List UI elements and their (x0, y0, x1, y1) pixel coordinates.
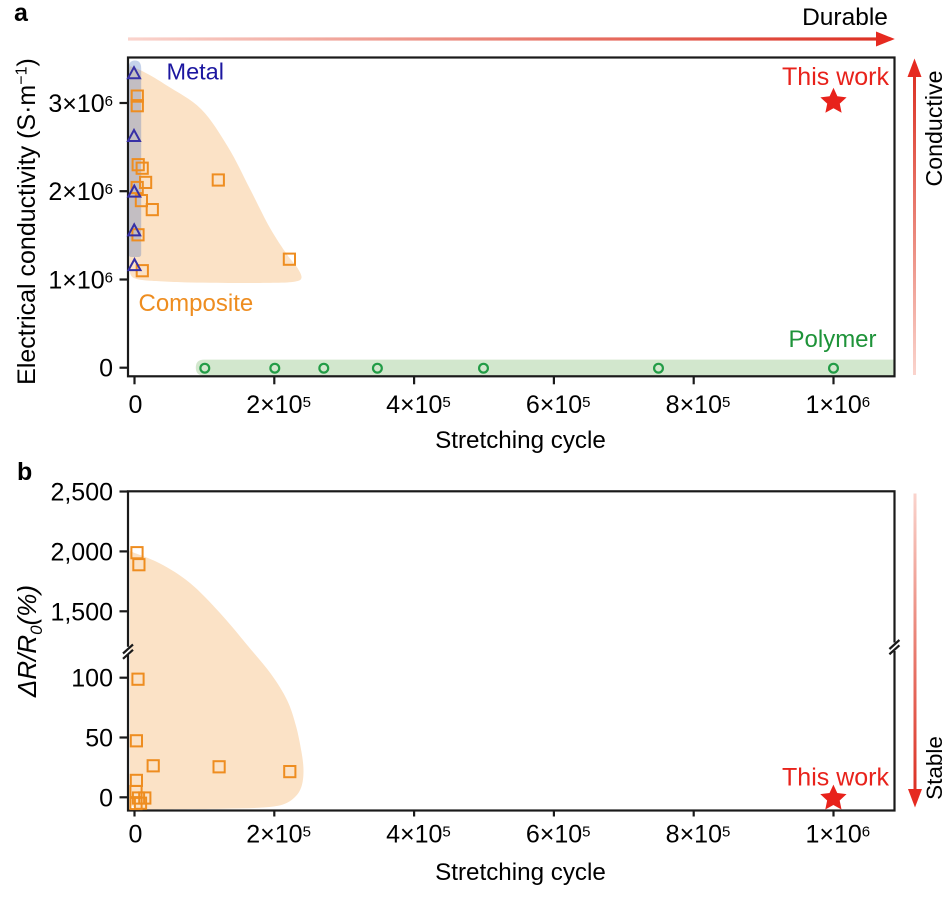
svg-text:6×105: 6×105 (526, 821, 591, 849)
svg-text:100: 100 (71, 665, 113, 693)
svg-text:8×105: 8×105 (666, 391, 731, 419)
svg-text:1×106: 1×106 (805, 821, 870, 849)
svg-text:Electrical conductivity (S·m−1: Electrical conductivity (S·m−1) (13, 58, 42, 385)
svg-text:0: 0 (99, 784, 113, 812)
svg-text:2,500: 2,500 (50, 479, 113, 507)
svg-text:4×105: 4×105 (386, 391, 451, 419)
svg-text:0: 0 (129, 391, 143, 419)
svg-text:2×105: 2×105 (246, 391, 311, 419)
svg-text:2×105: 2×105 (246, 821, 311, 849)
svg-text:8×105: 8×105 (666, 821, 731, 849)
svg-text:Polymer: Polymer (789, 326, 877, 353)
svg-text:1,500: 1,500 (50, 598, 113, 626)
svg-text:0: 0 (99, 355, 113, 383)
svg-text:6×105: 6×105 (526, 391, 591, 419)
svg-text:4×105: 4×105 (386, 821, 451, 849)
svg-text:ΔR/R0(%): ΔR/R0(%) (12, 585, 46, 698)
svg-text:Metal: Metal (167, 59, 224, 85)
svg-text:1×106: 1×106 (48, 267, 113, 295)
svg-text:This work: This work (782, 63, 889, 91)
svg-text:This work: This work (782, 763, 889, 791)
svg-text:2,000: 2,000 (50, 538, 113, 566)
svg-text:a: a (14, 0, 29, 27)
svg-text:50: 50 (85, 725, 113, 753)
svg-text:2×106: 2×106 (48, 178, 113, 206)
svg-text:b: b (17, 458, 32, 486)
svg-text:Stable: Stable (922, 736, 947, 800)
svg-text:Durable: Durable (802, 4, 888, 31)
svg-text:3×106: 3×106 (48, 90, 113, 118)
svg-text:Stretching cycle: Stretching cycle (435, 859, 606, 886)
svg-text:Conductive: Conductive (921, 70, 947, 186)
svg-text:1×106: 1×106 (805, 391, 870, 419)
svg-text:0: 0 (129, 821, 143, 849)
svg-text:Composite: Composite (139, 290, 254, 317)
svg-text:Stretching cycle: Stretching cycle (435, 427, 606, 454)
